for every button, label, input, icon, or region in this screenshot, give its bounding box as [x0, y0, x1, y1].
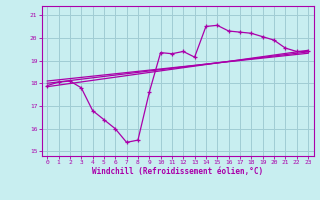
X-axis label: Windchill (Refroidissement éolien,°C): Windchill (Refroidissement éolien,°C) — [92, 167, 263, 176]
